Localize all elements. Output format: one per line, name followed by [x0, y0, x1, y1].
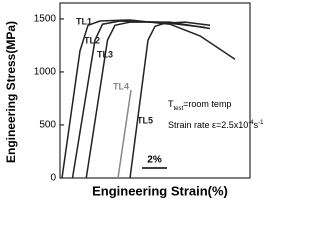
series-line — [117, 89, 132, 179]
y-tick-label: 1000 — [34, 67, 57, 78]
series-label: TL4 — [113, 81, 129, 91]
series-line — [129, 21, 211, 179]
series-label: TL1 — [76, 16, 92, 26]
scale-bar-label: 2% — [147, 155, 162, 166]
y-tick-label: 500 — [39, 120, 56, 131]
annotation-subscript: test — [174, 106, 184, 112]
test-temp-annotation: Ttest=room temp — [168, 99, 231, 111]
annotation-text: Strain rate ε=2.5x10 — [168, 120, 248, 130]
y-tick-label: 1500 — [34, 14, 57, 25]
annotation-text: s — [254, 120, 259, 130]
series-label: TL5 — [137, 115, 153, 125]
x-axis-title: Engineering Strain(%) — [92, 183, 228, 198]
chart: Engineering Stress(MPa) Engineering Stra… — [4, 2, 264, 198]
annotation-superscript: -4 — [248, 120, 254, 126]
annotation-superscript: -1 — [258, 120, 264, 126]
series-label: TL2 — [84, 35, 100, 45]
series-line — [61, 19, 236, 179]
annotation-text: T — [168, 99, 174, 109]
strain-rate-annotation: Strain rate ε=2.5x10-4s-1 — [168, 120, 264, 131]
annotation-text: =room temp — [183, 99, 231, 109]
series-label: TL3 — [97, 49, 113, 59]
plot-frame — [59, 2, 251, 179]
y-tick-label: 0 — [50, 173, 56, 184]
y-axis-title: Engineering Stress(MPa) — [4, 21, 18, 163]
